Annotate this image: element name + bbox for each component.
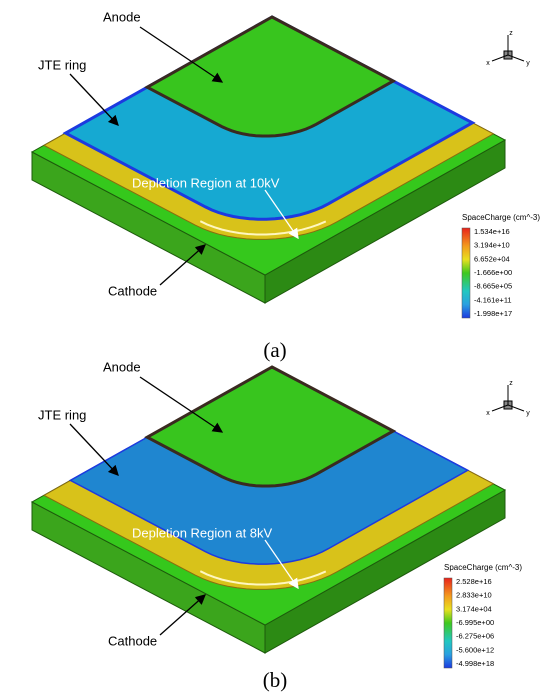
legend-label: -4.998e+18 (456, 659, 494, 668)
callout-label: Anode (103, 9, 141, 24)
callout-label: Cathode (108, 633, 157, 648)
legend-title: SpaceCharge (cm^-3) (444, 563, 522, 572)
legend-title: SpaceCharge (cm^-3) (462, 213, 540, 222)
legend-label: 3.194e+10 (474, 241, 510, 250)
legend-label: 2.833e+10 (456, 591, 492, 600)
panel: Anode JTE ring Cathode Depletion Region at … (32, 9, 540, 361)
legend-label: 3.174e+04 (456, 604, 492, 613)
legend-label: -5.600e+12 (456, 645, 494, 654)
figure: Anode JTE ring Cathode Depletion Region at … (0, 0, 560, 698)
callout-label: JTE ring (38, 407, 86, 422)
caption: (b) (263, 668, 288, 692)
color-bar (462, 228, 470, 318)
axis-letter: z (509, 380, 513, 387)
callout-label: Depletion Region at 8kV (132, 525, 273, 540)
legend-label: 6.652e+04 (474, 254, 510, 263)
panel: Anode JTE ring Cathode Depletion Region at … (32, 359, 530, 691)
axis-letter: x (486, 60, 490, 67)
legend-label: -6.995e+00 (456, 618, 494, 627)
callout-label: Cathode (108, 283, 157, 298)
legend-label: -6.275e+06 (456, 632, 494, 641)
legend-label: 2.528e+16 (456, 577, 492, 586)
color-bar (444, 578, 452, 668)
axis-letter: z (509, 30, 513, 37)
legend-label: -1.998e+17 (474, 309, 512, 318)
axis-letter: x (486, 410, 490, 417)
legend-label: -8.665e+05 (474, 282, 512, 291)
callout-label: Anode (103, 359, 141, 374)
legend-label: 1.534e+16 (474, 227, 510, 236)
callout-label: JTE ring (38, 57, 86, 72)
legend-label: -4.161e+11 (474, 295, 512, 304)
legend-label: -1.666e+00 (474, 268, 512, 277)
axis-letter: y (526, 60, 530, 67)
caption: (a) (263, 338, 286, 362)
callout-label: Depletion Region at 10kV (132, 175, 280, 190)
axis-letter: y (526, 410, 530, 417)
